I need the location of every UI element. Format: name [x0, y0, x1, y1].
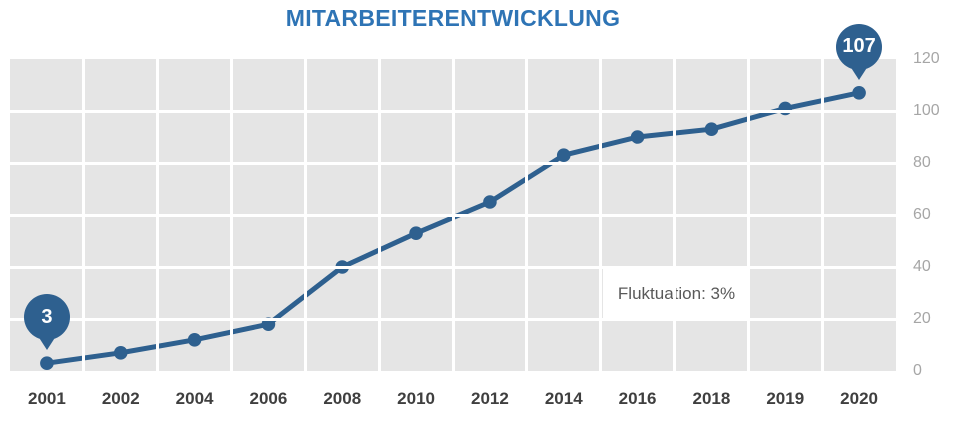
- x-tick-label: 2014: [544, 389, 583, 408]
- data-point: [630, 130, 645, 144]
- data-point: [852, 86, 866, 100]
- data-point: [778, 101, 793, 116]
- y-tick-label: 60: [913, 206, 931, 223]
- data-point: [483, 195, 497, 209]
- pin-callout-start: 3: [23, 294, 70, 351]
- chart-title: MITARBEITERENTWICKLUNG: [285, 5, 621, 31]
- x-tick-label: 2006: [249, 389, 288, 408]
- gridline-horizontal: [10, 161, 896, 165]
- data-point: [704, 122, 719, 136]
- x-tick-label: 2008: [323, 389, 362, 408]
- x-axis: 2001 2002 2004 2006 2008 2010 2012 2014 2016 2018…: [10, 388, 896, 412]
- data-point: [187, 333, 202, 347]
- x-tick-label: 2016: [618, 389, 657, 408]
- x-tick-label: 2010: [397, 389, 435, 408]
- data-point: [113, 346, 128, 360]
- plot-area: Fluktuation: 3%: [10, 59, 896, 371]
- y-tick-label: 80: [913, 154, 931, 171]
- x-tick-label: 2018: [692, 389, 731, 408]
- x-tick-label: 2002: [101, 389, 140, 408]
- x-tick-label: 2004: [175, 389, 214, 408]
- y-tick-label: 0: [913, 362, 922, 379]
- gridline-horizontal: [10, 265, 896, 269]
- y-tick-label: 100: [913, 102, 940, 119]
- pin-start-value: 3: [23, 294, 70, 341]
- x-tick-label: 2020: [840, 389, 878, 408]
- data-point: [261, 317, 276, 332]
- annotation-box: Fluktuation: 3%: [603, 269, 750, 318]
- x-tick-label: 2001: [28, 389, 66, 408]
- x-tick-label: 2012: [471, 389, 509, 408]
- gridline-horizontal: [10, 213, 896, 217]
- data-point: [40, 356, 54, 371]
- y-axis: 0 20 40 60 80 100 120: [913, 0, 959, 426]
- data-point: [409, 226, 423, 240]
- pin-callout-end: 107: [836, 23, 883, 80]
- y-tick-label: 120: [913, 50, 940, 67]
- y-tick-label: 20: [913, 310, 931, 327]
- x-tick-label: 2019: [766, 389, 805, 408]
- pin-end-value: 107: [836, 23, 883, 70]
- y-tick-label: 40: [913, 258, 931, 275]
- data-point: [556, 148, 571, 162]
- gridline-horizontal: [10, 109, 896, 113]
- gridline-horizontal: [10, 317, 896, 321]
